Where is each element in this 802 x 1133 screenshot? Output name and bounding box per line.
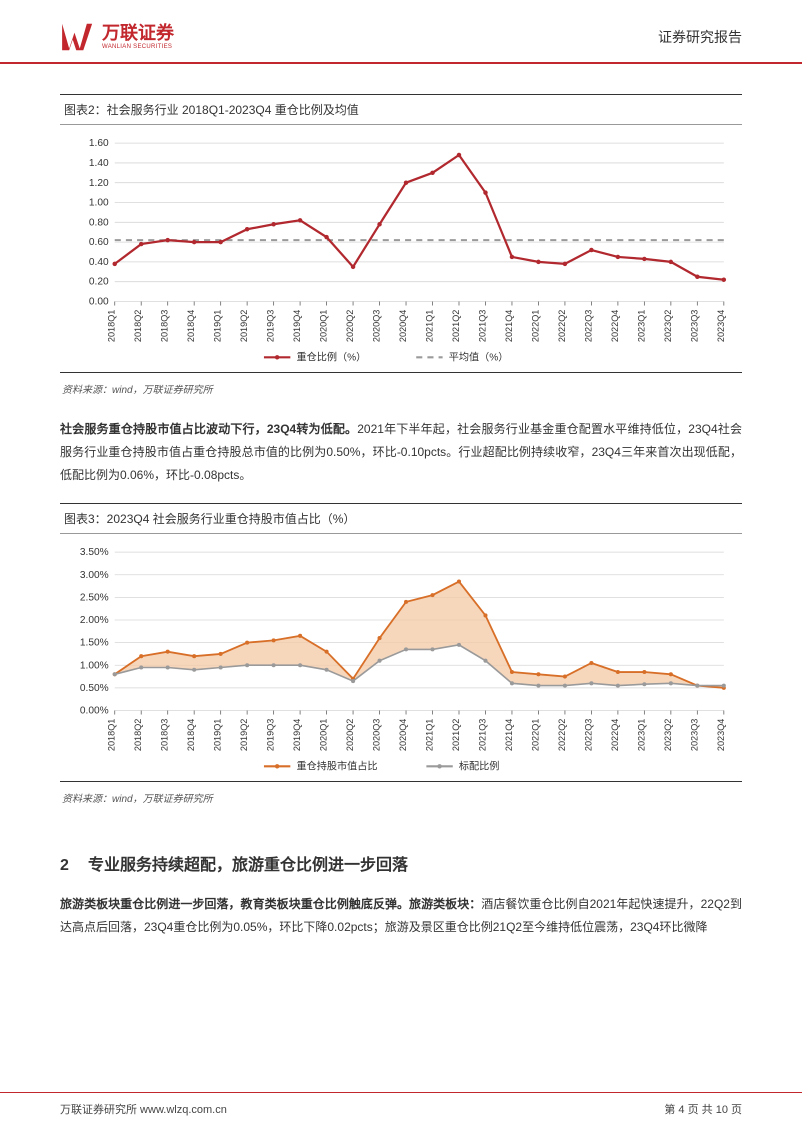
chart3-title: 图表3：2023Q4 社会服务行业重仓持股市值占比（%） xyxy=(60,504,742,534)
svg-text:2021Q1: 2021Q1 xyxy=(425,310,435,342)
para1-bold: 社会服务重仓持股市值占比波动下行，23Q4转为低配。 xyxy=(60,422,357,436)
svg-text:2021Q2: 2021Q2 xyxy=(451,310,461,342)
footer-right: 第 4 页 共 10 页 xyxy=(664,1101,742,1117)
page-footer: 万联证券研究所 www.wlzq.com.cn 第 4 页 共 10 页 xyxy=(0,1092,802,1117)
svg-text:2023Q1: 2023Q1 xyxy=(636,310,646,342)
svg-text:2022Q3: 2022Q3 xyxy=(583,718,593,750)
paragraph-1: 社会服务重仓持股市值占比波动下行，23Q4转为低配。2021年下半年起，社会服务… xyxy=(60,418,742,486)
svg-text:2023Q3: 2023Q3 xyxy=(689,718,699,750)
svg-text:2023Q3: 2023Q3 xyxy=(689,310,699,342)
svg-text:3.50%: 3.50% xyxy=(80,547,109,558)
section-2-num: 2 xyxy=(60,857,88,875)
svg-text:2019Q3: 2019Q3 xyxy=(266,718,276,750)
logo-title-en: WANLIAN SECURITIES xyxy=(102,44,174,50)
svg-text:2019Q4: 2019Q4 xyxy=(292,310,302,342)
svg-text:0.60: 0.60 xyxy=(89,237,109,248)
svg-text:1.60: 1.60 xyxy=(89,138,109,149)
chart3-box: 图表3：2023Q4 社会服务行业重仓持股市值占比（%） 0.00% 0.50% 1… xyxy=(60,503,742,782)
svg-text:2021Q4: 2021Q4 xyxy=(504,718,514,750)
logo-title-cn: 万联证券 xyxy=(102,24,174,42)
svg-text:2020Q2: 2020Q2 xyxy=(345,310,355,342)
svg-text:2021Q1: 2021Q1 xyxy=(425,718,435,750)
svg-text:2020Q1: 2020Q1 xyxy=(319,310,329,342)
svg-text:1.40: 1.40 xyxy=(89,158,109,169)
svg-text:2018Q3: 2018Q3 xyxy=(160,310,170,342)
svg-text:2019Q3: 2019Q3 xyxy=(266,310,276,342)
svg-text:2019Q1: 2019Q1 xyxy=(213,310,223,342)
footer-left: 万联证券研究所 www.wlzq.com.cn xyxy=(60,1101,227,1117)
report-type: 证券研究报告 xyxy=(658,27,742,47)
svg-text:2022Q1: 2022Q1 xyxy=(530,310,540,342)
svg-text:1.00%: 1.00% xyxy=(80,660,109,671)
svg-text:2020Q2: 2020Q2 xyxy=(345,718,355,750)
svg-text:2023Q1: 2023Q1 xyxy=(636,718,646,750)
svg-text:2018Q2: 2018Q2 xyxy=(133,310,143,342)
svg-text:2021Q3: 2021Q3 xyxy=(477,718,487,750)
svg-text:2.50%: 2.50% xyxy=(80,592,109,603)
para2-bold: 旅游类板块重仓比例进一步回落，教育类板块重仓比例触底反弹。旅游类板块： xyxy=(60,897,481,911)
svg-text:2022Q2: 2022Q2 xyxy=(557,718,567,750)
svg-text:2018Q4: 2018Q4 xyxy=(186,718,196,750)
svg-text:2020Q1: 2020Q1 xyxy=(319,718,329,750)
svg-text:2.00%: 2.00% xyxy=(80,615,109,626)
svg-text:0.50%: 0.50% xyxy=(80,683,109,694)
svg-text:2022Q1: 2022Q1 xyxy=(530,718,540,750)
logo-block: 万联证券 WANLIAN SECURITIES xyxy=(60,22,174,52)
svg-text:2021Q4: 2021Q4 xyxy=(504,310,514,342)
chart3-area: 0.00% 0.50% 1.00% 1.50% 2.00% 2.50% 3.00% 3.50%… xyxy=(60,534,742,781)
chart3-source: 资料来源：wind，万联证券研究所 xyxy=(60,786,742,815)
svg-text:3.00%: 3.00% xyxy=(80,570,109,581)
svg-text:2018Q3: 2018Q3 xyxy=(160,718,170,750)
svg-text:1.00: 1.00 xyxy=(89,198,109,209)
svg-text:2018Q2: 2018Q2 xyxy=(133,718,143,750)
paragraph-2: 旅游类板块重仓比例进一步回落，教育类板块重仓比例触底反弹。旅游类板块：酒店餐饮重… xyxy=(60,893,742,939)
svg-text:0.20: 0.20 xyxy=(89,277,109,288)
section-2-title: 专业服务持续超配，旅游重仓比例进一步回落 xyxy=(88,857,408,874)
svg-text:2018Q1: 2018Q1 xyxy=(107,310,117,342)
chart3-svg: 0.00% 0.50% 1.00% 1.50% 2.00% 2.50% 3.00% 3.50%… xyxy=(66,544,736,777)
chart2-area: 0.00 0.20 0.40 0.60 0.80 1.00 1.20 1.40 1.60 2018… xyxy=(60,125,742,372)
svg-text:0.80: 0.80 xyxy=(89,217,109,228)
svg-text:2019Q2: 2019Q2 xyxy=(239,718,249,750)
svg-text:0.00: 0.00 xyxy=(89,297,109,308)
page-content: 图表2：社会服务行业 2018Q1-2023Q4 重仓比例及均值 0.00 0.2… xyxy=(0,64,802,939)
svg-text:2020Q4: 2020Q4 xyxy=(398,310,408,342)
svg-text:0.40: 0.40 xyxy=(89,257,109,268)
svg-text:2019Q1: 2019Q1 xyxy=(213,718,223,750)
svg-text:2019Q4: 2019Q4 xyxy=(292,718,302,750)
svg-text:重仓持股市值占比: 重仓持股市值占比 xyxy=(296,759,377,772)
svg-text:2021Q2: 2021Q2 xyxy=(451,718,461,750)
svg-text:2018Q1: 2018Q1 xyxy=(107,718,117,750)
svg-text:2022Q3: 2022Q3 xyxy=(583,310,593,342)
svg-text:2023Q2: 2023Q2 xyxy=(663,718,673,750)
chart2-svg: 0.00 0.20 0.40 0.60 0.80 1.00 1.20 1.40 1.60 2018… xyxy=(66,135,736,368)
section-2-heading: 2专业服务持续超配，旅游重仓比例进一步回落 xyxy=(60,851,742,875)
svg-text:2023Q2: 2023Q2 xyxy=(663,310,673,342)
svg-text:2018Q4: 2018Q4 xyxy=(186,310,196,342)
chart2-box: 图表2：社会服务行业 2018Q1-2023Q4 重仓比例及均值 0.00 0.2… xyxy=(60,94,742,373)
svg-text:2022Q4: 2022Q4 xyxy=(610,310,620,342)
page-header: 万联证券 WANLIAN SECURITIES 证券研究报告 xyxy=(0,0,802,64)
svg-text:0.00%: 0.00% xyxy=(80,705,109,716)
svg-text:2019Q2: 2019Q2 xyxy=(239,310,249,342)
svg-text:平均值（%）: 平均值（%） xyxy=(449,350,509,363)
svg-text:2022Q2: 2022Q2 xyxy=(557,310,567,342)
svg-text:1.20: 1.20 xyxy=(89,178,109,189)
svg-text:重仓比例（%）: 重仓比例（%） xyxy=(296,350,366,363)
svg-text:2020Q4: 2020Q4 xyxy=(398,718,408,750)
svg-text:1.50%: 1.50% xyxy=(80,638,109,649)
chart2-source: 资料来源：wind，万联证券研究所 xyxy=(60,377,742,406)
chart2-title: 图表2：社会服务行业 2018Q1-2023Q4 重仓比例及均值 xyxy=(60,95,742,125)
svg-text:标配比例: 标配比例 xyxy=(459,759,500,772)
svg-text:2023Q4: 2023Q4 xyxy=(716,718,726,750)
logo-icon xyxy=(60,22,96,52)
svg-text:2022Q4: 2022Q4 xyxy=(610,718,620,750)
svg-text:2021Q3: 2021Q3 xyxy=(477,310,487,342)
svg-text:2020Q3: 2020Q3 xyxy=(372,310,382,342)
svg-text:2023Q4: 2023Q4 xyxy=(716,310,726,342)
svg-text:2020Q3: 2020Q3 xyxy=(372,718,382,750)
